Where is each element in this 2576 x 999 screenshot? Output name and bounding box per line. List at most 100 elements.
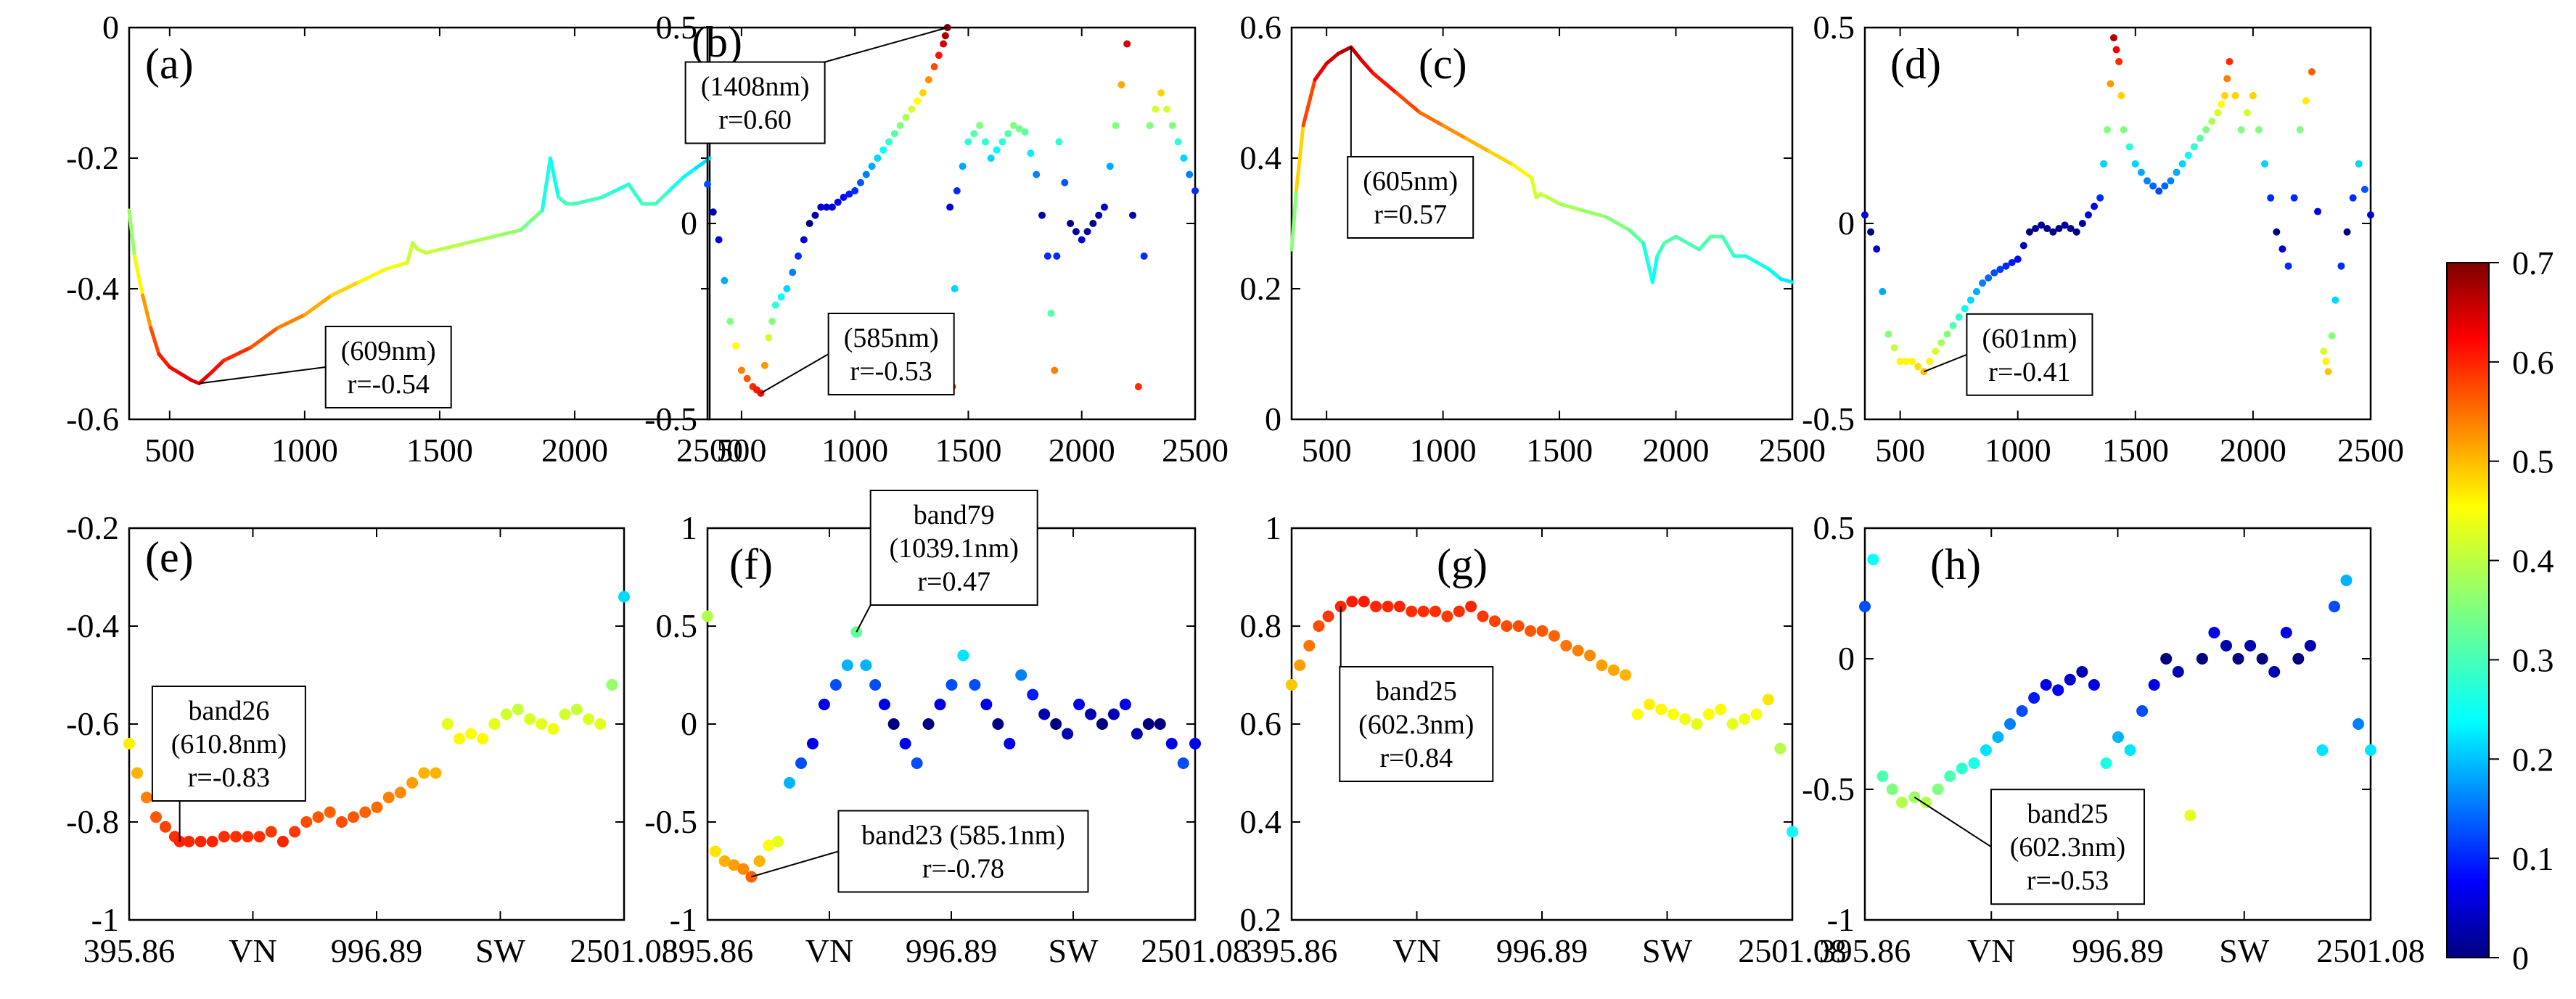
data-point — [2223, 75, 2231, 83]
data-point — [828, 203, 836, 211]
data-point — [594, 718, 607, 730]
data-point — [1750, 708, 1763, 720]
data-point — [1980, 744, 1992, 756]
data-point — [1033, 170, 1041, 178]
data-point — [477, 733, 489, 745]
data-point — [1134, 383, 1142, 390]
data-point — [276, 836, 289, 847]
y-tick-label: -0.5 — [1802, 400, 1855, 437]
data-point — [935, 52, 943, 59]
series-segment — [1418, 110, 1445, 128]
data-point — [2014, 255, 2022, 263]
data-point — [2267, 194, 2275, 202]
data-point — [2016, 705, 2028, 717]
data-point — [131, 767, 144, 779]
data-point — [1972, 287, 1980, 295]
data-point — [1191, 187, 1199, 194]
data-point — [371, 801, 383, 813]
x-tick-label: 395.86 — [83, 932, 176, 969]
annotation-text: band79 — [914, 500, 995, 530]
data-point — [488, 718, 501, 730]
axes-frame — [1290, 26, 1794, 421]
annotation-leader — [856, 604, 871, 633]
x-tick-label: 2501.08 — [2316, 932, 2425, 969]
data-point — [2049, 228, 2057, 236]
data-point — [1286, 679, 1297, 691]
data-point — [2040, 679, 2052, 691]
data-point — [2088, 679, 2100, 691]
data-point — [1920, 797, 1932, 808]
data-point — [2112, 731, 2125, 743]
data-point — [743, 374, 751, 382]
data-point — [2284, 262, 2292, 270]
data-point — [1943, 330, 1951, 338]
y-tick-label: 0 — [1265, 400, 1281, 437]
data-point — [1879, 287, 1887, 295]
data-point — [924, 76, 932, 83]
x-tick-label: 2000 — [1049, 432, 1115, 469]
data-point — [2100, 160, 2108, 168]
data-point — [1488, 615, 1501, 628]
data-point — [732, 342, 740, 350]
data-point — [1123, 40, 1131, 48]
data-point — [946, 679, 958, 691]
data-point — [2320, 348, 2328, 355]
annotation-text: r=-0.54 — [348, 369, 430, 400]
data-point — [2067, 225, 2075, 233]
data-point — [1739, 713, 1751, 725]
data-point — [2136, 705, 2149, 717]
data-point — [618, 591, 630, 603]
data-point — [946, 203, 954, 211]
x-tick-label: 500 — [1302, 432, 1352, 469]
data-point — [1996, 266, 2004, 274]
data-point — [2028, 692, 2040, 704]
data-point — [524, 713, 536, 725]
data-point — [1107, 708, 1120, 720]
series-segment — [1557, 202, 1585, 213]
data-point — [2278, 245, 2286, 253]
data-point — [2365, 744, 2376, 756]
data-point — [1955, 313, 1963, 321]
x-tick-label: 1500 — [406, 432, 473, 469]
data-point — [559, 708, 571, 720]
data-point — [795, 252, 803, 260]
data-point — [908, 105, 916, 113]
series-segment — [1301, 78, 1317, 128]
y-tick-label: 0.5 — [656, 9, 698, 46]
y-tick-label: -0.2 — [66, 139, 119, 176]
data-point — [969, 679, 981, 691]
data-point — [547, 723, 559, 735]
annotation-text: r=-0.41 — [1988, 357, 2070, 387]
data-point — [1119, 699, 1131, 710]
panel-d: -0.5 0 0.5 500 1000 1500 2000 2500 (d) (601nm)r=-… — [1802, 9, 2404, 469]
data-point — [869, 679, 882, 691]
annotation-text: (610.8nm) — [171, 729, 287, 760]
data-point — [2160, 653, 2173, 665]
data-point — [2096, 194, 2104, 202]
data-point — [1117, 81, 1125, 89]
data-point — [1896, 797, 1908, 808]
x-tick-label: VN — [805, 932, 853, 969]
series-segment — [1744, 254, 1760, 265]
data-point — [2125, 143, 2133, 151]
data-point — [981, 138, 989, 146]
data-point — [1859, 601, 1871, 612]
annotation-text: (601nm) — [1982, 324, 2077, 354]
data-point — [1937, 339, 1945, 347]
data-point — [2231, 91, 2239, 99]
series-segment — [127, 208, 136, 258]
data-point — [1691, 718, 1703, 730]
data-point — [406, 777, 419, 789]
panel-f: -1 -0.5 0 0.5 1 395.86 VN 996.89 SW 2501.08 (f) ban… — [644, 490, 1250, 969]
annotation-text: band26 — [188, 696, 269, 726]
annotation-text: r=0.57 — [1374, 200, 1447, 230]
x-tick-label: SW — [1049, 932, 1099, 969]
data-point — [1100, 203, 1108, 211]
data-point — [2232, 653, 2244, 665]
y-tick-label: -1 — [670, 901, 697, 938]
data-point — [1548, 630, 1560, 642]
x-tick-label: 2500 — [1162, 432, 1228, 469]
data-point — [2314, 207, 2322, 215]
data-point — [1992, 731, 2004, 743]
